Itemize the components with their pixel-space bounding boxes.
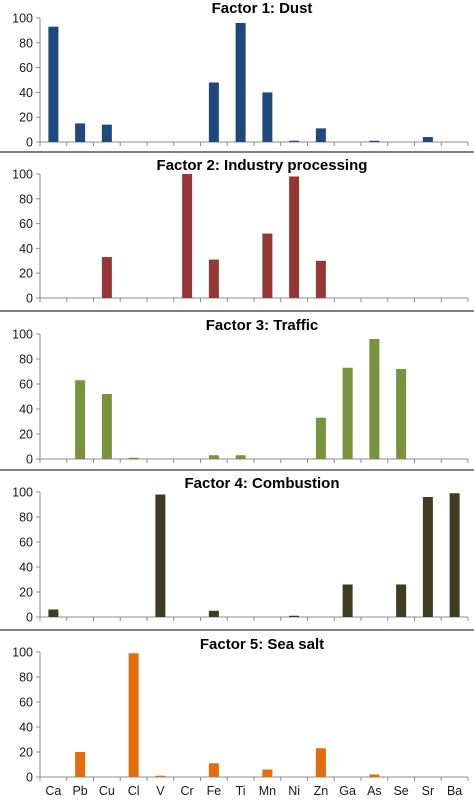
- chart-panel-1: Factor 1: Dust 0 20 40 60 80 100: [12, 0, 469, 150]
- bar-mn: [262, 769, 273, 777]
- bar-sr: [422, 497, 433, 617]
- x-category-label: Se: [393, 784, 408, 798]
- chart-panel-5: Factor 5: Sea salt 0 20 40 60 80 100 Ca Pb Cu Cl V C…: [12, 636, 469, 798]
- y-tick-label: 100: [12, 486, 33, 500]
- chart-panel-3: Factor 3: Traffic 0 20 40 60 80 100: [12, 317, 469, 467]
- bar-ti: [235, 22, 246, 142]
- y-tick-label: 100: [12, 328, 33, 342]
- y-tick-label: 0: [26, 136, 33, 150]
- y-tick-label: 60: [19, 378, 33, 392]
- bar-as: [369, 339, 380, 459]
- x-category-label: Fe: [207, 784, 222, 798]
- y-tick-label: 0: [26, 453, 33, 467]
- bar-pb: [75, 380, 86, 459]
- bar-ni: [289, 140, 300, 142]
- y-tick-label: 60: [19, 536, 33, 550]
- bar-fe: [208, 763, 219, 777]
- x-category-label: Cr: [181, 784, 194, 798]
- y-tick-label: 80: [19, 671, 33, 685]
- y-tick-label: 40: [19, 561, 33, 575]
- bar-zn: [315, 748, 326, 777]
- y-tick-label: 80: [19, 36, 33, 50]
- bar-ga: [342, 367, 353, 459]
- bar-ga: [342, 584, 353, 617]
- x-category-label: Pb: [72, 784, 87, 798]
- bar-ni: [289, 176, 300, 298]
- y-tick-label: 40: [19, 86, 33, 100]
- bar-cr: [182, 174, 193, 298]
- y-tick-label: 40: [19, 242, 33, 256]
- chart-title: Factor 3: Traffic: [206, 317, 319, 334]
- bar-se: [396, 369, 407, 459]
- x-category-label: Mn: [259, 784, 276, 798]
- x-category-label: Zn: [314, 784, 329, 798]
- y-tick-label: 20: [19, 267, 33, 281]
- y-tick-label: 100: [12, 12, 33, 26]
- x-category-label: Cu: [99, 784, 115, 798]
- bar-as: [369, 140, 380, 142]
- bar-zn: [315, 260, 326, 298]
- x-category-label: Sr: [422, 784, 435, 798]
- bar-zn: [315, 417, 326, 459]
- bar-fe: [208, 259, 219, 298]
- bar-as: [369, 774, 380, 777]
- y-tick-label: 60: [19, 217, 33, 231]
- bar-cu: [101, 257, 112, 298]
- x-category-label: V: [156, 784, 165, 798]
- chart-title: Factor 1: Dust: [212, 0, 313, 17]
- chart-title: Factor 4: Combustion: [184, 475, 339, 492]
- bar-zn: [315, 128, 326, 142]
- y-tick-label: 20: [19, 746, 33, 760]
- y-tick-label: 60: [19, 61, 33, 75]
- chart-panel-4: Factor 4: Combustion 0 20 40 60 80 100: [12, 475, 469, 625]
- bar-ti: [235, 455, 246, 459]
- bar-pb: [75, 752, 86, 777]
- y-tick-label: 20: [19, 111, 33, 125]
- bar-ba: [449, 493, 460, 617]
- bar-cl: [128, 457, 139, 459]
- x-category-label: Cl: [128, 784, 140, 798]
- y-tick-label: 100: [12, 168, 33, 182]
- y-tick-label: 80: [19, 353, 33, 367]
- bar-sr: [422, 137, 433, 142]
- x-category-label: Ti: [236, 784, 246, 798]
- bar-ni: [289, 615, 300, 617]
- x-category-label: Ca: [45, 784, 61, 798]
- chart-panel-2: Factor 2: Industry processing 0 20 40 60 80 10…: [12, 157, 469, 306]
- bar-fe: [208, 455, 219, 459]
- bar-cl: [128, 653, 139, 777]
- bar-mn: [262, 233, 273, 298]
- bar-fe: [208, 610, 219, 617]
- y-tick-label: 0: [26, 771, 33, 785]
- x-category-label: Ni: [288, 784, 300, 798]
- chart-title: Factor 5: Sea salt: [200, 636, 324, 653]
- y-tick-label: 80: [19, 511, 33, 525]
- bar-v: [155, 775, 166, 777]
- y-tick-label: 40: [19, 721, 33, 735]
- bar-ca: [48, 609, 59, 617]
- bar-cu: [101, 124, 112, 142]
- chart-title: Factor 2: Industry processing: [157, 157, 368, 174]
- bar-se: [396, 584, 407, 617]
- y-tick-label: 0: [26, 292, 33, 306]
- y-tick-label: 0: [26, 611, 33, 625]
- bar-cu: [101, 394, 112, 459]
- y-tick-label: 80: [19, 192, 33, 206]
- bar-fe: [208, 82, 219, 142]
- x-category-label: Ba: [447, 784, 462, 798]
- y-tick-label: 20: [19, 586, 33, 600]
- y-tick-label: 40: [19, 403, 33, 417]
- x-category-label: Ga: [339, 784, 356, 798]
- y-tick-label: 20: [19, 428, 33, 442]
- bar-ca: [48, 26, 59, 142]
- x-category-label: As: [367, 784, 382, 798]
- bar-pb: [75, 123, 86, 142]
- y-tick-label: 100: [12, 646, 33, 660]
- bar-mn: [262, 92, 273, 142]
- y-tick-label: 60: [19, 696, 33, 710]
- bar-v: [155, 494, 166, 617]
